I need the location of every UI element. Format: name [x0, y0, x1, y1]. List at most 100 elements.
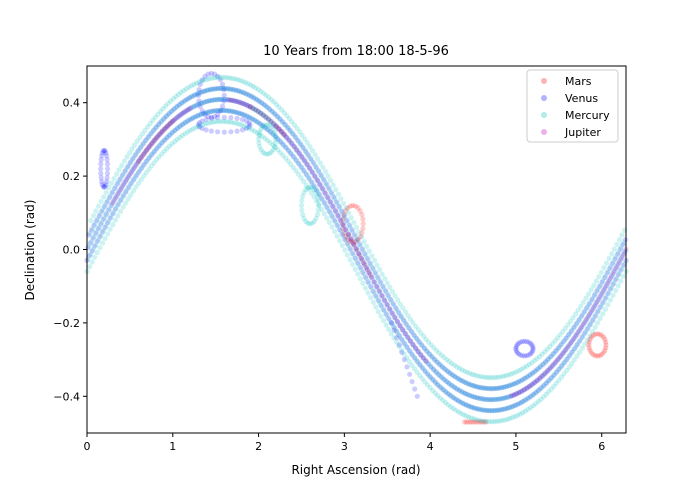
venus-point — [388, 320, 395, 326]
venus-point — [514, 342, 520, 348]
venus-point — [576, 317, 582, 323]
mercury-point — [312, 184, 318, 190]
mercury-point — [509, 393, 515, 399]
mercury-point — [112, 217, 118, 223]
venus-point — [552, 360, 558, 366]
mercury-point — [601, 265, 607, 271]
mercury-point — [267, 140, 273, 146]
mercury-point — [472, 405, 478, 411]
venus-point — [393, 305, 399, 311]
mercury-point — [281, 110, 287, 116]
venus-point — [517, 352, 523, 358]
mars-point — [360, 216, 366, 222]
venus-point — [541, 371, 548, 377]
mercury-point — [589, 329, 596, 335]
mercury-point — [586, 312, 592, 318]
venus-point — [294, 147, 300, 153]
mars-point — [600, 350, 607, 356]
mercury-point — [319, 206, 325, 212]
venus-point — [164, 135, 170, 141]
jupiter-point — [123, 178, 129, 184]
mars-point — [602, 347, 608, 353]
x-tick-label: 0 — [84, 440, 91, 453]
venus-point — [299, 154, 305, 160]
mercury-point — [413, 323, 419, 329]
mercury-point — [321, 211, 327, 217]
venus-point — [262, 124, 268, 130]
mercury-point — [581, 320, 587, 326]
mercury-point — [156, 120, 163, 127]
jupiter-point — [545, 367, 551, 373]
mercury-point — [204, 109, 210, 116]
mercury-point — [487, 408, 493, 414]
mercury-point — [220, 96, 226, 102]
mercury-point — [141, 140, 147, 146]
jupiter-point — [361, 260, 367, 266]
mercury-point — [229, 86, 235, 92]
mercury-point — [278, 140, 284, 146]
mercury-point — [94, 229, 100, 235]
mercury-point — [382, 276, 388, 282]
venus-point — [476, 406, 482, 412]
mercury-point — [159, 118, 165, 124]
mercury-point — [261, 90, 267, 96]
mercury-point — [299, 132, 305, 138]
mars-point — [594, 353, 601, 359]
venus-point — [411, 355, 418, 361]
mercury-point — [477, 406, 483, 412]
venus-point — [293, 157, 299, 163]
venus-point — [354, 237, 360, 243]
venus-point — [104, 179, 110, 185]
jupiter-point — [558, 353, 564, 359]
mercury-point — [467, 370, 473, 376]
venus-point — [94, 218, 100, 224]
mercury-point — [440, 397, 446, 403]
mercury-point — [159, 151, 165, 157]
mercury-point — [235, 77, 241, 83]
jupiter-point — [275, 125, 281, 131]
venus-point — [235, 88, 242, 94]
mercury-point — [575, 341, 581, 347]
mercury-point — [98, 198, 104, 205]
mercury-point — [470, 394, 476, 400]
mercury-point — [262, 122, 268, 128]
venus-point — [514, 380, 520, 386]
venus-point — [589, 297, 595, 303]
jupiter-point — [236, 99, 242, 105]
mercury-point — [101, 194, 107, 200]
venus-point — [139, 153, 145, 159]
venus-point — [179, 100, 185, 106]
venus-point — [399, 336, 405, 342]
venus-point — [239, 111, 245, 117]
mars-point — [587, 347, 593, 353]
mars-point — [597, 353, 603, 359]
mercury-point — [523, 375, 529, 381]
venus-point — [362, 251, 368, 257]
venus-point — [360, 269, 366, 275]
venus-point — [361, 260, 367, 266]
venus-point — [333, 199, 340, 205]
venus-point — [474, 395, 480, 401]
venus-point — [234, 99, 241, 105]
mercury-point — [544, 379, 550, 386]
mercury-point — [309, 157, 315, 163]
mercury-point — [147, 154, 153, 160]
y-tick-label: 0.4 — [63, 97, 81, 110]
jupiter-point — [594, 298, 601, 304]
mercury-point — [358, 243, 364, 249]
mercury-point — [539, 351, 545, 357]
mercury-point — [154, 123, 160, 129]
mercury-point — [349, 238, 355, 244]
venus-point — [152, 137, 158, 143]
venus-point — [587, 322, 593, 328]
mercury-point — [350, 229, 356, 235]
mercury-point — [332, 228, 338, 235]
mercury-point — [433, 347, 439, 353]
mercury-point — [238, 100, 244, 106]
mars-point — [141, 151, 147, 157]
mercury-point — [324, 182, 330, 188]
venus-point — [370, 288, 376, 294]
jupiter-point — [620, 251, 627, 257]
venus-point — [393, 328, 400, 334]
venus-point — [563, 335, 569, 341]
